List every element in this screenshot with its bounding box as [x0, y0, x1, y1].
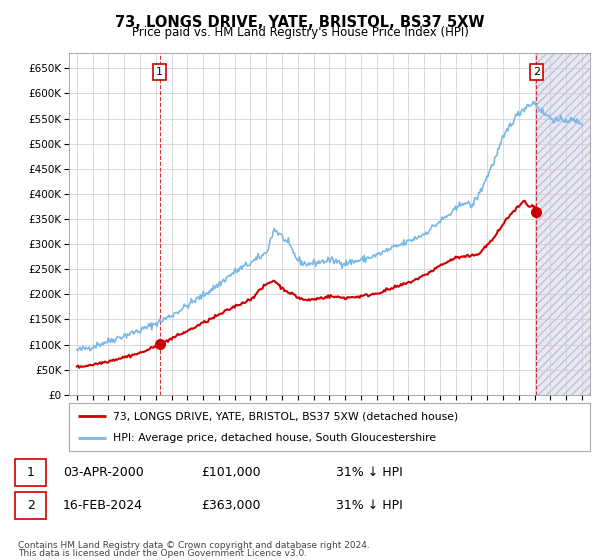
Text: £363,000: £363,000: [201, 498, 260, 512]
Text: 03-APR-2000: 03-APR-2000: [63, 466, 144, 479]
Text: 73, LONGS DRIVE, YATE, BRISTOL, BS37 5XW (detached house): 73, LONGS DRIVE, YATE, BRISTOL, BS37 5XW…: [113, 411, 458, 421]
Text: 73, LONGS DRIVE, YATE, BRISTOL, BS37 5XW: 73, LONGS DRIVE, YATE, BRISTOL, BS37 5XW: [115, 15, 485, 30]
Text: Contains HM Land Registry data © Crown copyright and database right 2024.: Contains HM Land Registry data © Crown c…: [18, 541, 370, 550]
Text: 1: 1: [156, 67, 163, 77]
Bar: [536, 53, 590, 395]
Text: 2: 2: [26, 498, 35, 512]
Text: 2: 2: [533, 67, 540, 77]
Text: This data is licensed under the Open Government Licence v3.0.: This data is licensed under the Open Gov…: [18, 549, 307, 558]
Text: 16-FEB-2024: 16-FEB-2024: [63, 498, 143, 512]
Bar: [536, 53, 590, 395]
Text: Price paid vs. HM Land Registry's House Price Index (HPI): Price paid vs. HM Land Registry's House …: [131, 26, 469, 39]
Text: £101,000: £101,000: [201, 466, 260, 479]
Text: HPI: Average price, detached house, South Gloucestershire: HPI: Average price, detached house, Sout…: [113, 433, 436, 443]
Text: 1: 1: [26, 466, 35, 479]
Text: 31% ↓ HPI: 31% ↓ HPI: [336, 498, 403, 512]
Text: 31% ↓ HPI: 31% ↓ HPI: [336, 466, 403, 479]
